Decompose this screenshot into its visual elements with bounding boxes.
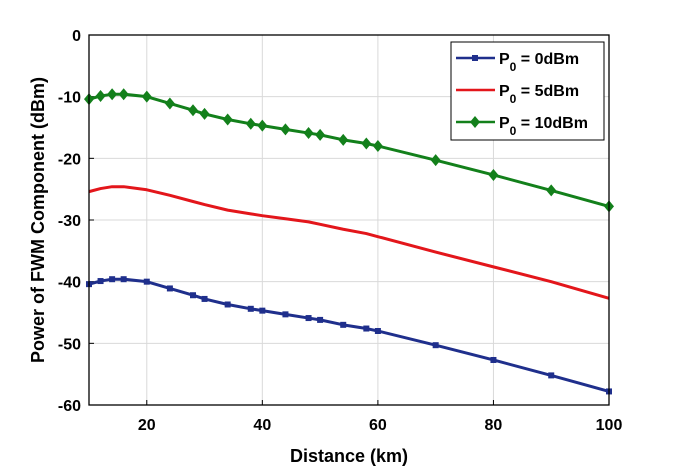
data-point bbox=[259, 307, 266, 314]
legend-marker bbox=[470, 116, 480, 128]
y-tick-label: -10 bbox=[58, 90, 81, 107]
legend-label: P0 = 0dBm bbox=[499, 51, 579, 74]
data-point bbox=[166, 285, 173, 292]
data-point bbox=[361, 137, 372, 150]
series-line bbox=[88, 277, 610, 393]
data-point bbox=[374, 328, 381, 334]
data-point bbox=[164, 97, 175, 110]
data-point bbox=[107, 88, 118, 101]
legend: P0 = 0dBm P0 = 5dBm P0 = 10dBm bbox=[450, 41, 605, 141]
plot-frame bbox=[88, 34, 610, 406]
y-tick-label: -30 bbox=[58, 213, 81, 230]
data-point bbox=[201, 295, 208, 302]
data-point bbox=[95, 90, 106, 103]
x-tick-label: 20 bbox=[138, 417, 156, 434]
data-point bbox=[282, 311, 289, 318]
x-tick-label: 40 bbox=[253, 417, 271, 434]
x-axis-label: Distance (km) bbox=[290, 446, 408, 466]
data-point bbox=[257, 119, 268, 132]
data-point bbox=[224, 301, 231, 308]
x-tick-label: 60 bbox=[369, 417, 387, 434]
x-tick-label: 100 bbox=[596, 417, 623, 434]
data-point bbox=[97, 278, 104, 285]
data-point bbox=[363, 325, 370, 332]
data-point bbox=[432, 342, 439, 349]
y-tick-label: 0 bbox=[72, 28, 81, 45]
data-point bbox=[317, 316, 324, 323]
series-line bbox=[88, 185, 610, 300]
data-point bbox=[340, 321, 347, 328]
y-tick-label: -50 bbox=[58, 336, 81, 353]
y-tick-label: -60 bbox=[58, 398, 81, 415]
data-point bbox=[488, 168, 499, 181]
data-point bbox=[546, 184, 557, 197]
data-point bbox=[280, 123, 291, 136]
data-point bbox=[372, 140, 383, 152]
data-point bbox=[305, 315, 312, 322]
legend-marker bbox=[472, 55, 478, 61]
data-point bbox=[143, 278, 150, 285]
data-point bbox=[120, 276, 127, 283]
legend-label: P0 = 5dBm bbox=[499, 83, 579, 106]
y-tick-label: -20 bbox=[58, 151, 81, 168]
data-point bbox=[338, 133, 349, 146]
data-point bbox=[247, 305, 254, 312]
data-point bbox=[548, 372, 555, 379]
data-point bbox=[430, 154, 441, 167]
data-point bbox=[245, 117, 256, 130]
data-point bbox=[109, 276, 116, 283]
y-axis-label: Power of FWM Component (dBm) bbox=[28, 77, 48, 363]
data-point bbox=[190, 292, 196, 299]
data-point bbox=[141, 90, 152, 103]
data-point bbox=[490, 356, 497, 363]
legend-label: P0 = 10dBm bbox=[499, 115, 588, 138]
y-tick-label: -40 bbox=[58, 275, 81, 292]
data-point bbox=[188, 104, 198, 117]
data-point bbox=[303, 127, 314, 140]
data-point bbox=[315, 128, 326, 141]
data-point bbox=[222, 113, 233, 126]
data-point bbox=[199, 107, 210, 120]
x-tick-label: 80 bbox=[485, 417, 503, 434]
data-point bbox=[118, 88, 129, 101]
